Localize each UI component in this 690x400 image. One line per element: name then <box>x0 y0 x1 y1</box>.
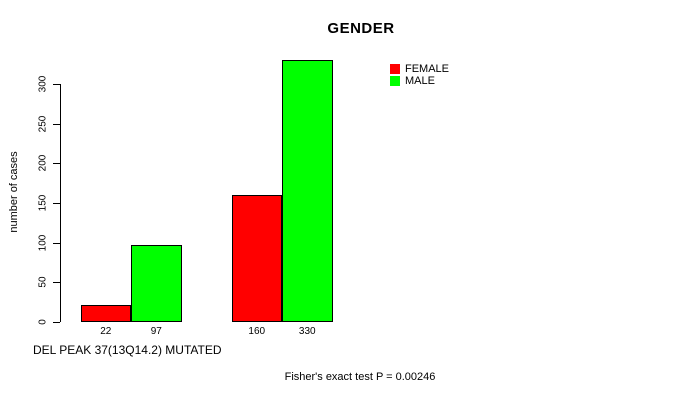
y-axis-label: number of cases <box>8 151 20 233</box>
legend: FEMALE MALE <box>390 63 449 87</box>
bar-label: 97 <box>150 326 162 337</box>
legend-label-male: MALE <box>405 75 435 87</box>
y-tick-label: 300 <box>37 75 49 93</box>
legend-swatch-female <box>390 64 400 74</box>
y-tick <box>53 163 60 165</box>
bar-label: 160 <box>248 326 266 337</box>
bar-label: 330 <box>298 326 316 337</box>
y-tick <box>53 84 60 85</box>
bar-male-group2 <box>282 60 333 322</box>
x-axis-note: DEL PEAK 37(13Q14.2) MUTATED <box>33 343 222 357</box>
y-tick-label: 250 <box>37 115 49 132</box>
legend-label-female: FEMALE <box>405 63 450 75</box>
y-tick <box>53 242 60 244</box>
y-tick-label: 0 <box>37 319 49 325</box>
chart-title: GENDER <box>327 20 395 37</box>
bar-female-group1 <box>80 304 131 322</box>
y-tick <box>53 203 60 204</box>
y-tick-label: 200 <box>37 154 49 172</box>
y-axis-line <box>60 84 61 322</box>
legend-swatch-male <box>390 76 400 86</box>
legend-entry-female: FEMALE <box>390 63 449 75</box>
stat-note: Fisher's exact test P = 0.00246 <box>284 371 436 383</box>
y-tick-label: 150 <box>37 194 49 212</box>
y-tick <box>53 123 60 125</box>
bar-female-group2 <box>231 195 282 322</box>
y-tick-label: 100 <box>37 234 49 251</box>
legend-entry-male: MALE <box>390 75 449 87</box>
bar-male-group1 <box>131 245 182 322</box>
y-tick <box>53 282 60 284</box>
bar-label: 22 <box>100 326 112 337</box>
y-tick-label: 50 <box>37 276 49 288</box>
y-tick <box>53 322 60 323</box>
